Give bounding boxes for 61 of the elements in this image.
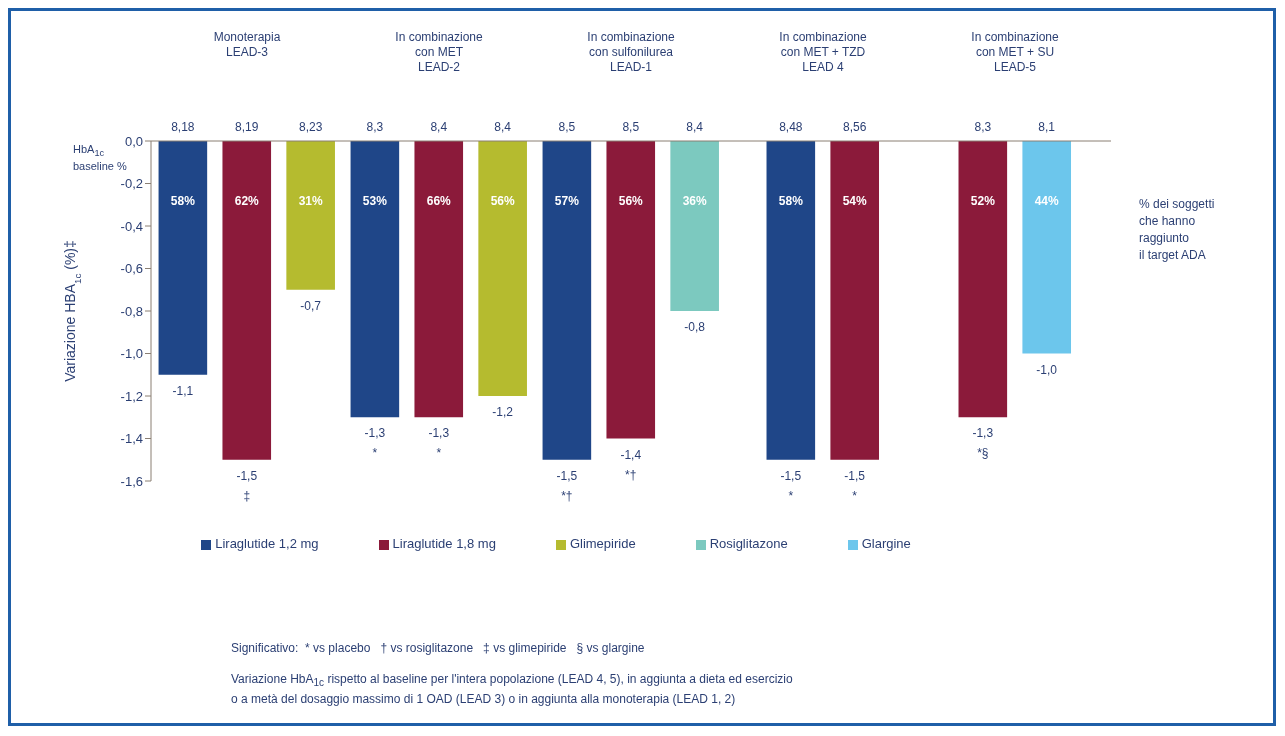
text: 8,18 xyxy=(171,120,195,134)
y-tick-label: -1,6 xyxy=(120,473,143,489)
legend-label: Liraglutide 1,2 mg xyxy=(215,536,319,551)
text: Significativo: * vs placebo † vs rosiglitazone ‡ vs glimepiride § vs glargine xyxy=(231,641,645,655)
annotation: 56% xyxy=(490,193,515,208)
text: 8,4 xyxy=(686,120,704,134)
x-tick-label: In combinazione con MET + SU LEAD-5 xyxy=(971,30,1060,74)
annotation: 54% xyxy=(842,193,868,208)
legend-label: Rosiglitazone xyxy=(709,536,788,551)
annotation: 36% xyxy=(682,193,707,208)
data-label: -1,5 ‡ xyxy=(236,468,258,503)
text: Variazione HbA$_{1c}$ rispetto al baseline per l'intera popolazione (LEAD 4, 5), in aggiunta a dieta ed esercizio o a metà del dosaggio massimo di 1 OAD (LEAD 3) o in aggiunta alla monoterapia (LEAD 1, 2) xyxy=(231,671,793,709)
data-label: -1,5 * xyxy=(780,468,802,503)
y-tick-label: -0,6 xyxy=(120,261,143,277)
y-tick-label: 0,0 xyxy=(124,133,143,149)
text: 8,3 xyxy=(366,120,384,134)
annotation: 53% xyxy=(362,193,388,208)
y-tick-label: -1,0 xyxy=(120,346,143,362)
data-label: -1,4 *† xyxy=(620,447,642,482)
annotation: 58% xyxy=(170,193,196,208)
data-label: -1,3 *§ xyxy=(972,426,994,461)
annotation: 56% xyxy=(618,193,644,208)
text: 8,3 xyxy=(974,120,992,134)
text: 8,5 xyxy=(558,120,576,134)
x-tick-label: Monoterapia LEAD-3 xyxy=(213,30,281,59)
legend-label: Liraglutide 1,8 mg xyxy=(392,536,496,551)
text: 8,56 xyxy=(843,120,867,134)
data-label: -0,8 xyxy=(684,320,706,334)
y-tick-label: -0,4 xyxy=(120,218,143,234)
data-label: -1,3 * xyxy=(364,426,386,461)
annotation: 52% xyxy=(970,193,996,208)
annotation: 31% xyxy=(298,193,323,208)
text: 8,48 xyxy=(779,120,803,134)
y-tick-label: -0,8 xyxy=(120,303,143,319)
annotation: 66% xyxy=(426,193,452,208)
annotation: 58% xyxy=(778,193,804,208)
data-label: -1,5 * xyxy=(844,468,866,503)
legend-label: Glargine xyxy=(861,536,911,551)
annotation: 44% xyxy=(1034,193,1060,208)
y-tick-label: -1,4 xyxy=(120,431,143,447)
y-tick-label: -0,2 xyxy=(120,176,143,192)
text: 8,4 xyxy=(494,120,512,134)
x-tick-label: In combinazione con MET LEAD-2 xyxy=(395,30,484,74)
text: 8,5 xyxy=(622,120,640,134)
data-label: -1,5 *† xyxy=(556,468,578,503)
y-tick-label: -1,2 xyxy=(120,388,143,404)
text: 8,19 xyxy=(235,120,259,134)
annotation: 62% xyxy=(234,193,260,208)
data-label: -1,1 xyxy=(172,383,194,398)
data-label: -1,0 xyxy=(1036,362,1058,377)
annotation: 57% xyxy=(554,193,580,208)
text: 8,1 xyxy=(1038,120,1056,134)
x-tick-label: In combinazione con sulfonilurea LEAD-1 xyxy=(587,30,676,74)
x-tick-label: In combinazione con MET + TZD LEAD 4 xyxy=(779,30,868,74)
text: % dei soggetti che hanno raggiunto il target ADA xyxy=(1139,196,1215,264)
data-label: -0,7 xyxy=(300,298,322,313)
text: 8,23 xyxy=(298,120,323,134)
data-label: -1,2 xyxy=(492,405,514,419)
legend-label: Glimepiride xyxy=(569,536,636,551)
data-label: -1,3 * xyxy=(428,426,450,461)
text: 8,4 xyxy=(430,120,448,134)
